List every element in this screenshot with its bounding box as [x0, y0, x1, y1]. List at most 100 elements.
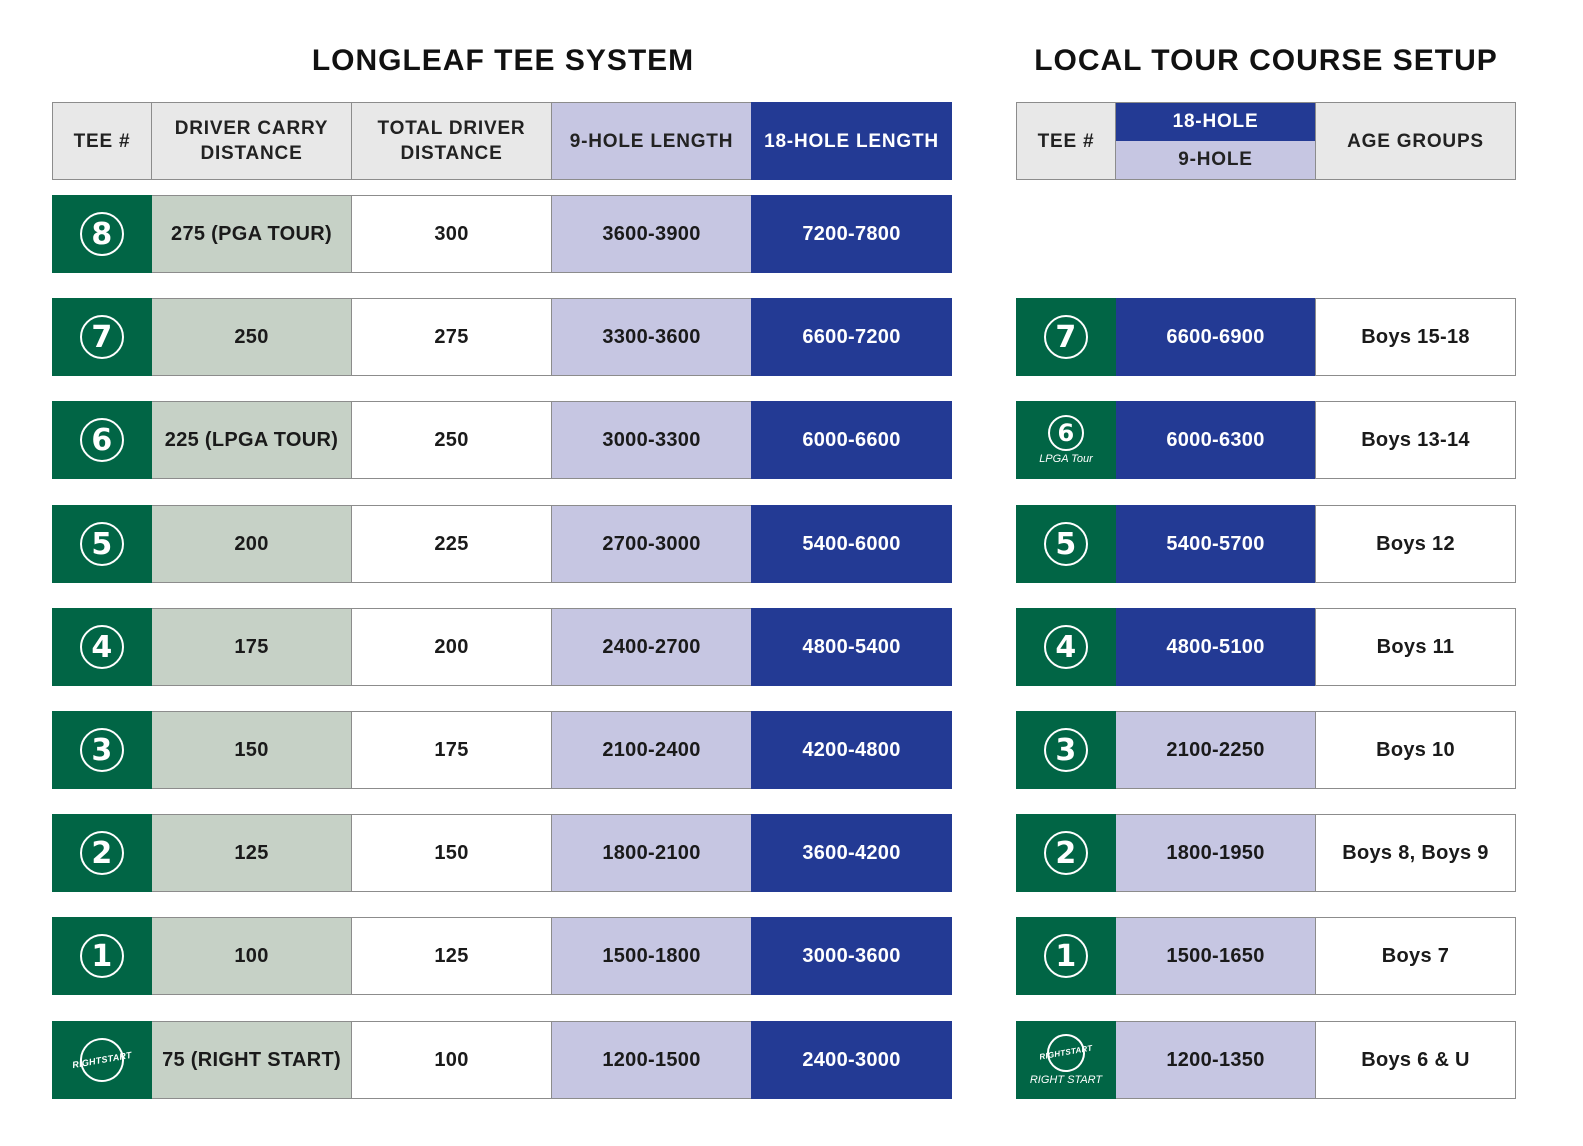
- tee-number-icon: 8: [80, 212, 124, 256]
- nine-hole-cell: 2100-2400: [551, 711, 752, 789]
- tee-number-icon: 5: [80, 522, 124, 566]
- tee-subtitle: RIGHT START: [1029, 1074, 1103, 1086]
- tee-number-icon: 1: [80, 934, 124, 978]
- total-driver-cell: 175: [351, 711, 552, 789]
- nine-hole-cell: 1500-1800: [551, 917, 752, 995]
- eighteen-hole-cell: 2400-3000: [751, 1021, 952, 1099]
- total-driver-cell: 250: [351, 401, 552, 479]
- driver-carry-cell: 125: [151, 814, 352, 892]
- local-tour-row: RIGHT START RIGHT START 1200-1350 Boys 6 & U: [1016, 1021, 1516, 1099]
- eighteen-hole-cell: 6000-6600: [751, 401, 952, 479]
- driver-carry-cell: 275 (PGA TOUR): [151, 195, 352, 273]
- header-age-groups: AGE GROUPS: [1315, 102, 1516, 180]
- total-driver-cell: 200: [351, 608, 552, 686]
- header-total-driver: TOTAL DRIVER DISTANCE: [351, 102, 552, 180]
- nine-hole-cell: 3300-3600: [551, 298, 752, 376]
- tee-cell: 5: [1016, 505, 1116, 583]
- tee-cell: 1: [1016, 917, 1116, 995]
- eighteen-hole-cell: 3000-3600: [751, 917, 952, 995]
- course-length-cell: 1200-1350: [1115, 1021, 1316, 1099]
- age-group-cell: Boys 11: [1315, 608, 1516, 686]
- total-driver-cell: 125: [351, 917, 552, 995]
- tee-cell: 2: [1016, 814, 1116, 892]
- tee-number-icon: 4: [80, 625, 124, 669]
- tee-cell: 1: [52, 917, 152, 995]
- driver-carry-cell: 200: [151, 505, 352, 583]
- tee-cell: 4: [52, 608, 152, 686]
- course-length-cell: 6600-6900: [1115, 298, 1316, 376]
- tee-cell: 7: [1016, 298, 1116, 376]
- nine-hole-cell: 3600-3900: [551, 195, 752, 273]
- driver-carry-cell: 175: [151, 608, 352, 686]
- longleaf-row: 8 275 (PGA TOUR) 300 3600-3900 7200-7800: [52, 195, 952, 273]
- header-driver-carry: DRIVER CARRY DISTANCE: [151, 102, 352, 180]
- tee-number-icon: 7: [1044, 315, 1088, 359]
- driver-carry-cell: 75 (RIGHT START): [151, 1021, 352, 1099]
- driver-carry-cell: 100: [151, 917, 352, 995]
- course-length-cell: 5400-5700: [1115, 505, 1316, 583]
- tee-number-icon: 7: [80, 315, 124, 359]
- eighteen-hole-cell: 3600-4200: [751, 814, 952, 892]
- tee-cell: 3: [52, 711, 152, 789]
- nine-hole-cell: 2400-2700: [551, 608, 752, 686]
- total-driver-cell: 300: [351, 195, 552, 273]
- longleaf-row: 5 200 225 2700-3000 5400-6000: [52, 505, 952, 583]
- longleaf-row: 3 150 175 2100-2400 4200-4800: [52, 711, 952, 789]
- right-start-logo-line2: START: [1064, 1043, 1094, 1058]
- course-length-cell: 1800-1950: [1115, 814, 1316, 892]
- tee-number-icon: 4: [1044, 625, 1088, 669]
- header-9-hole: 9-HOLE: [1116, 141, 1315, 179]
- longleaf-row: 7 250 275 3300-3600 6600-7200: [52, 298, 952, 376]
- right-start-logo-icon: RIGHT START: [71, 1034, 132, 1086]
- local-tour-row: 5 5400-5700 Boys 12: [1016, 505, 1516, 583]
- tee-cell: 6: [52, 401, 152, 479]
- local-tour-row: 3 2100-2250 Boys 10: [1016, 711, 1516, 789]
- right-start-logo-line1: RIGHT: [71, 1054, 103, 1070]
- local-tour-row: 2 1800-1950 Boys 8, Boys 9: [1016, 814, 1516, 892]
- header-tee-right: TEE #: [1016, 102, 1116, 180]
- course-length-cell: 4800-5100: [1115, 608, 1316, 686]
- nine-hole-cell: 3000-3300: [551, 401, 752, 479]
- nine-hole-cell: 2700-3000: [551, 505, 752, 583]
- tee-cell: 4: [1016, 608, 1116, 686]
- tee-number-icon: 6: [1048, 415, 1084, 451]
- nine-hole-cell: 1800-2100: [551, 814, 752, 892]
- longleaf-header-row: TEE # DRIVER CARRY DISTANCE TOTAL DRIVER D…: [52, 102, 952, 180]
- local-tour-row: 6 LPGA Tour 6000-6300 Boys 13-14: [1016, 401, 1516, 479]
- age-group-cell: Boys 8, Boys 9: [1315, 814, 1516, 892]
- eighteen-hole-cell: 4800-5400: [751, 608, 952, 686]
- nine-hole-cell: 1200-1500: [551, 1021, 752, 1099]
- course-length-cell: 1500-1650: [1115, 917, 1316, 995]
- total-driver-cell: 275: [351, 298, 552, 376]
- tee-cell: 5: [52, 505, 152, 583]
- longleaf-row: 4 175 200 2400-2700 4800-5400: [52, 608, 952, 686]
- longleaf-row: 1 100 125 1500-1800 3000-3600: [52, 917, 952, 995]
- header-tee: TEE #: [52, 102, 152, 180]
- age-group-cell: Boys 6 & U: [1315, 1021, 1516, 1099]
- tee-cell: 2: [52, 814, 152, 892]
- tee-subtitle: LPGA Tour: [1039, 453, 1093, 465]
- tee-number-icon: 1: [1044, 934, 1088, 978]
- course-length-cell: 6000-6300: [1115, 401, 1316, 479]
- tee-number-icon: 6: [80, 418, 124, 462]
- header-18-hole: 18-HOLE: [1116, 103, 1315, 141]
- tee-number-icon: 3: [1044, 728, 1088, 772]
- header-18-hole-length: 18-HOLE LENGTH: [751, 102, 952, 180]
- longleaf-row: 2 125 150 1800-2100 3600-4200: [52, 814, 952, 892]
- local-tour-header-row: TEE # 18-HOLE 9-HOLE AGE GROUPS: [1016, 102, 1516, 180]
- tee-number-icon: 2: [1044, 831, 1088, 875]
- total-driver-cell: 225: [351, 505, 552, 583]
- right-start-logo-line2: START: [100, 1049, 133, 1065]
- tee-number-icon: 3: [80, 728, 124, 772]
- course-length-cell: 2100-2250: [1115, 711, 1316, 789]
- right-start-logo-icon: RIGHT START: [1039, 1030, 1093, 1076]
- driver-carry-cell: 250: [151, 298, 352, 376]
- local-tour-row: 1 1500-1650 Boys 7: [1016, 917, 1516, 995]
- tee-cell: RIGHT START RIGHT START: [1016, 1021, 1116, 1099]
- header-9-hole-length: 9-HOLE LENGTH: [551, 102, 752, 180]
- local-tour-row: 4 4800-5100 Boys 11: [1016, 608, 1516, 686]
- longleaf-row: RIGHT START 75 (RIGHT START) 100 1200-1500 24…: [52, 1021, 952, 1099]
- longleaf-row: 6 225 (LPGA TOUR) 250 3000-3300 6000-6600: [52, 401, 952, 479]
- driver-carry-cell: 150: [151, 711, 352, 789]
- age-group-cell: Boys 10: [1315, 711, 1516, 789]
